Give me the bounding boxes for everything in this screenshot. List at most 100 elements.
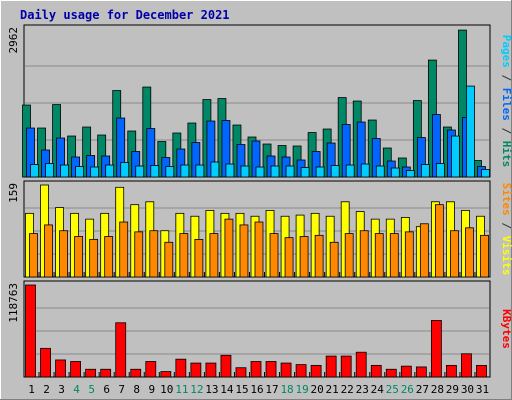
day-label-22: 22: [341, 383, 354, 396]
day-label-7: 7: [118, 383, 125, 396]
day-label-14: 14: [220, 383, 234, 396]
bar-pages-10: [165, 166, 175, 178]
bar-sites-4: [74, 236, 84, 278]
panel-max-label: 159: [7, 183, 20, 203]
bar-sites-21: [329, 241, 339, 278]
bar-kbytes-19: [295, 364, 307, 378]
bar-kbytes-2: [40, 347, 51, 378]
day-label-28: 28: [431, 383, 444, 396]
bar-sites-9: [149, 230, 159, 278]
bar-sites-22: [344, 233, 354, 278]
series-label-part: KBytes: [500, 309, 512, 349]
panel-max-label: 118763: [7, 283, 20, 323]
bar-pages-17: [270, 165, 280, 178]
bar-sites-7: [119, 221, 129, 278]
bar-pages-11: [180, 164, 190, 178]
bar-pages-1: [30, 164, 39, 178]
series-label-part: /: [500, 216, 512, 236]
bar-kbytes-29: [446, 364, 457, 378]
bar-pages-29: [451, 135, 460, 178]
bar-sites-27: [419, 223, 429, 278]
series-label-part: Sites: [500, 183, 512, 216]
bar-pages-30: [466, 85, 475, 178]
panel-visits-sites: 159 Sites / Visits: [7, 180, 512, 278]
bar-pages-23: [360, 163, 370, 178]
bar-pages-4: [75, 166, 85, 178]
bar-pages-19: [300, 167, 310, 178]
bar-kbytes-26: [400, 365, 412, 378]
series-pages: [30, 85, 490, 178]
day-label-12: 12: [190, 383, 203, 396]
bar-kbytes-11: [175, 358, 187, 378]
chart-title: Daily usage for December 2021: [20, 8, 230, 22]
bar-sites-19: [299, 236, 309, 278]
panel-series-label: KBytes: [500, 309, 512, 349]
bar-pages-25: [390, 167, 400, 178]
bar-kbytes-17: [265, 361, 277, 378]
bar-sites-8: [134, 231, 144, 278]
day-label-16: 16: [250, 383, 263, 396]
bar-sites-2: [44, 224, 53, 278]
day-label-9: 9: [148, 383, 155, 396]
day-label-31: 31: [476, 383, 489, 396]
day-label-30: 30: [461, 383, 474, 396]
bar-pages-21: [330, 165, 340, 178]
day-label-5: 5: [88, 383, 95, 396]
day-label-19: 19: [295, 383, 308, 396]
bar-kbytes-31: [476, 364, 487, 378]
panel-kbytes: 118763 KBytes: [7, 280, 512, 378]
bar-kbytes-28: [430, 320, 442, 378]
bar-kbytes-6: [100, 368, 112, 378]
day-label-29: 29: [446, 383, 459, 396]
day-label-25: 25: [386, 383, 399, 396]
bar-kbytes-15: [235, 367, 247, 378]
series-label-part: /: [500, 121, 512, 141]
day-label-18: 18: [280, 383, 293, 396]
panel-max-label: 2962: [7, 27, 20, 54]
day-label-6: 6: [103, 383, 110, 396]
bar-kbytes-10: [160, 371, 172, 378]
day-label-23: 23: [356, 383, 369, 396]
bar-kbytes-30: [461, 353, 472, 378]
bar-sites-24: [374, 233, 384, 278]
bar-pages-20: [315, 166, 325, 178]
bar-sites-1: [29, 233, 38, 278]
bar-sites-16: [254, 221, 264, 278]
panel-series-label: Sites / Visits: [500, 183, 512, 276]
bar-sites-6: [104, 236, 114, 278]
bar-kbytes-13: [205, 362, 217, 378]
bar-sites-5: [89, 238, 99, 278]
bar-kbytes-9: [145, 361, 157, 378]
series-label-part: Pages: [500, 35, 512, 68]
bar-pages-31: [481, 169, 490, 178]
series-kbytes: [25, 284, 487, 378]
bar-pages-9: [150, 165, 160, 178]
day-label-1: 1: [28, 383, 35, 396]
bar-pages-28: [435, 163, 445, 178]
bar-kbytes-24: [370, 364, 382, 378]
series-label-part: Files: [500, 88, 512, 121]
day-label-17: 17: [265, 383, 278, 396]
bar-sites-14: [224, 218, 234, 278]
bar-pages-3: [60, 164, 69, 178]
bar-pages-16: [255, 166, 265, 178]
panel-series-label: Pages / Files / Hits: [500, 35, 512, 168]
bar-pages-13: [210, 161, 220, 178]
panel-hits-files-pages: 2962 Pages / Files / Hits: [7, 24, 512, 178]
series-label-part: Visits: [500, 236, 512, 276]
bar-pages-7: [120, 162, 130, 178]
bar-kbytes-5: [85, 368, 97, 378]
bar-kbytes-8: [130, 368, 142, 378]
day-label-10: 10: [160, 383, 173, 396]
bar-pages-6: [105, 164, 115, 178]
bar-sites-20: [314, 234, 324, 278]
bar-sites-13: [209, 233, 219, 278]
bar-pages-27: [420, 164, 430, 178]
day-labels-group: 1 2 3 4 5 6 7 8 9 10 11 12 13 14 15 16 17 18 19 20 21 22 23 24 2…: [28, 383, 489, 396]
bar-pages-15: [240, 165, 250, 178]
bar-kbytes-4: [70, 361, 82, 378]
day-label-2: 2: [43, 383, 50, 396]
bar-sites-11: [179, 233, 189, 278]
